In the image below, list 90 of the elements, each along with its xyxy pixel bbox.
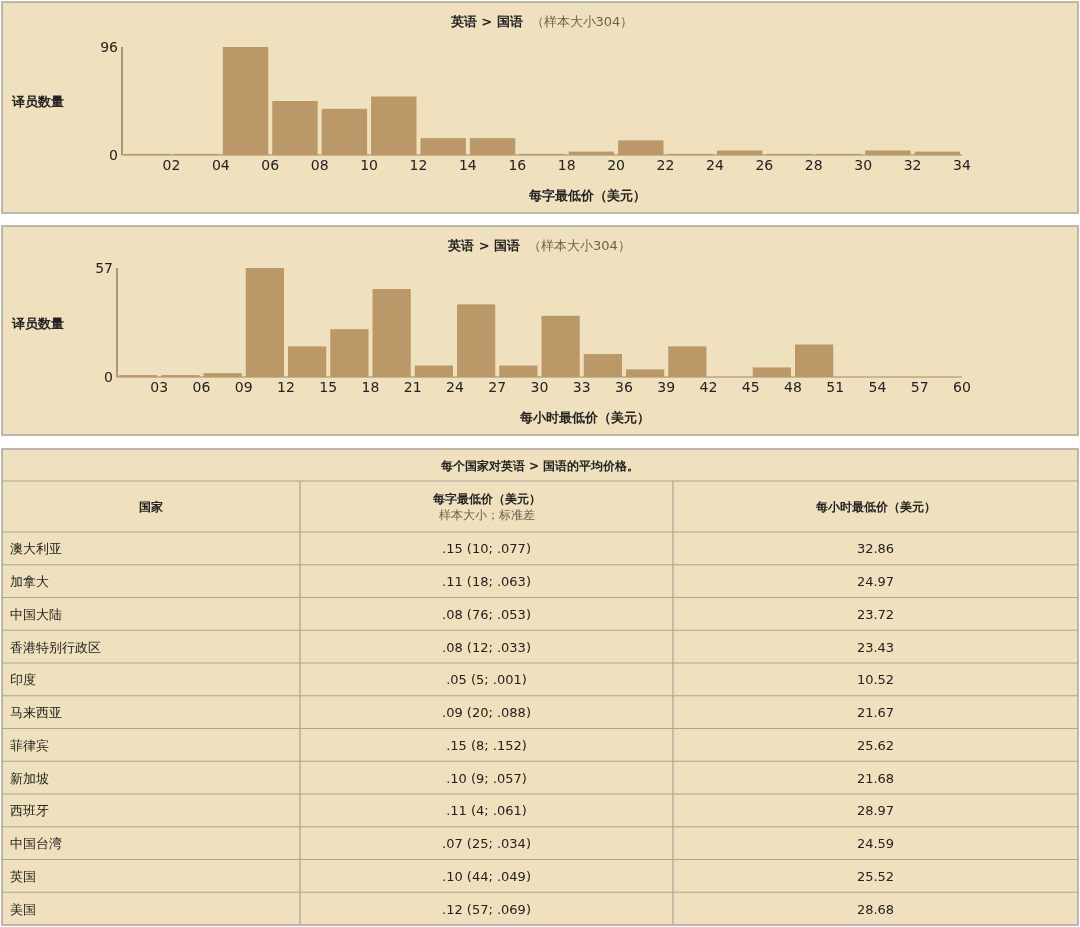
x-tick-label: 18 bbox=[557, 157, 576, 173]
category-label: 每字最低价（美元） bbox=[431, 491, 541, 506]
category-label: 新加坡 bbox=[10, 770, 49, 786]
x-tick-label: 32 bbox=[903, 157, 922, 173]
x-tick-label: 27 bbox=[488, 379, 507, 395]
x-tick-label: 09 bbox=[234, 379, 253, 395]
category-label: 中国台湾 bbox=[10, 836, 62, 852]
chart-title: 英语 > 国语 bbox=[449, 14, 523, 29]
text: 32.86 bbox=[856, 541, 895, 557]
x-tick-label: 39 bbox=[657, 379, 676, 395]
text: 21.68 bbox=[856, 770, 895, 786]
x-tick-label: 10 bbox=[360, 157, 378, 173]
x-tick-label: 20 bbox=[607, 157, 626, 173]
x-axis-title: 每字最低价（美元） bbox=[527, 188, 646, 203]
x-tick-label: 16 bbox=[508, 157, 527, 173]
category-label: 菲律宾 bbox=[10, 737, 49, 753]
chart-title: 英语 > 国语 bbox=[447, 238, 521, 253]
text: 24.97 bbox=[856, 574, 895, 590]
text: .05 (5; .001) bbox=[446, 672, 527, 688]
x-tick-label: 15 bbox=[319, 379, 338, 395]
text: 样本大小；标准差 bbox=[438, 507, 535, 522]
category-label: 香港特别行政区 bbox=[10, 639, 101, 655]
y-tick-label: 96 bbox=[100, 39, 119, 55]
x-tick-label: 60 bbox=[953, 379, 971, 395]
category-label: 国家 bbox=[139, 499, 163, 514]
x-tick-label: 03 bbox=[150, 379, 169, 395]
category-label: 马来西亚 bbox=[10, 705, 62, 721]
text: 28.97 bbox=[856, 803, 895, 819]
category-label: 印度 bbox=[10, 672, 36, 688]
text: .11 (4; .061) bbox=[446, 803, 527, 819]
text: .15 (10; .077) bbox=[442, 541, 531, 557]
text: 25.62 bbox=[856, 737, 895, 753]
x-tick-label: 28 bbox=[804, 157, 823, 173]
category-label: 加拿大 bbox=[10, 574, 49, 590]
x-axis-title: 每小时最低价（美元） bbox=[518, 410, 650, 425]
x-tick-label: 06 bbox=[192, 379, 211, 395]
x-tick-label: 12 bbox=[277, 379, 295, 395]
x-tick-label: 54 bbox=[868, 379, 887, 395]
text: .08 (12; .033) bbox=[442, 639, 531, 655]
y-tick-label: 57 bbox=[95, 260, 113, 276]
category-label: 每小时最低价（美元） bbox=[814, 499, 936, 514]
text: .09 (20; .088) bbox=[442, 705, 531, 721]
x-tick-label: 45 bbox=[741, 379, 760, 395]
x-tick-label: 51 bbox=[826, 379, 845, 395]
x-tick-label: 06 bbox=[261, 157, 280, 173]
x-tick-label: 08 bbox=[310, 157, 329, 173]
text: 25.52 bbox=[856, 868, 895, 884]
category-label: 中国大陆 bbox=[10, 606, 62, 622]
category-label: 英国 bbox=[10, 868, 36, 884]
x-tick-label: 57 bbox=[910, 379, 929, 395]
x-tick-label: 42 bbox=[699, 379, 718, 395]
x-tick-label: 18 bbox=[361, 379, 380, 395]
text: .15 (8; .152) bbox=[446, 737, 527, 753]
text: 23.43 bbox=[856, 639, 895, 655]
x-tick-label: 26 bbox=[755, 157, 774, 173]
text: 23.72 bbox=[856, 606, 895, 622]
chart-subtitle: （样本大小304） bbox=[528, 238, 631, 253]
text: .07 (25; .034) bbox=[442, 836, 531, 852]
category-label: 澳大利亚 bbox=[10, 541, 62, 557]
x-tick-label: 24 bbox=[706, 157, 724, 173]
y-axis-title: 译员数量 bbox=[11, 94, 64, 109]
x-tick-label: 21 bbox=[403, 379, 422, 395]
x-tick-label: 30 bbox=[530, 379, 549, 395]
x-tick-label: 34 bbox=[953, 157, 971, 173]
y-tick-label: 0 bbox=[104, 369, 113, 385]
x-tick-label: 22 bbox=[656, 157, 675, 173]
text: .08 (76; .053) bbox=[442, 606, 531, 622]
x-tick-label: 04 bbox=[211, 157, 230, 173]
x-tick-label: 30 bbox=[854, 157, 873, 173]
text: 每个国家对英语 > 国语的平均价格。 bbox=[439, 459, 640, 473]
category-label: 美国 bbox=[10, 901, 36, 917]
x-tick-label: 12 bbox=[409, 157, 428, 173]
category-label: 西班牙 bbox=[10, 803, 49, 819]
x-tick-label: 48 bbox=[784, 379, 802, 395]
x-tick-label: 36 bbox=[615, 379, 633, 395]
y-tick-label: 0 bbox=[109, 147, 118, 163]
text: .12 (57; .069) bbox=[442, 901, 531, 917]
y-axis-title: 译员数量 bbox=[11, 315, 64, 331]
text: 21.67 bbox=[856, 705, 895, 721]
x-tick-label: 24 bbox=[446, 379, 464, 395]
text: 10.52 bbox=[856, 672, 895, 688]
x-tick-label: 33 bbox=[572, 379, 591, 395]
text: .10 (9; .057) bbox=[446, 770, 527, 786]
text: 28.68 bbox=[856, 901, 895, 917]
x-tick-label: 14 bbox=[458, 157, 477, 173]
text: .10 (44; .049) bbox=[442, 868, 531, 884]
text: .11 (18; .063) bbox=[442, 574, 531, 590]
chart-subtitle: （样本大小304） bbox=[530, 14, 634, 29]
text: 24.59 bbox=[856, 836, 895, 852]
x-tick-label: 02 bbox=[162, 157, 181, 173]
